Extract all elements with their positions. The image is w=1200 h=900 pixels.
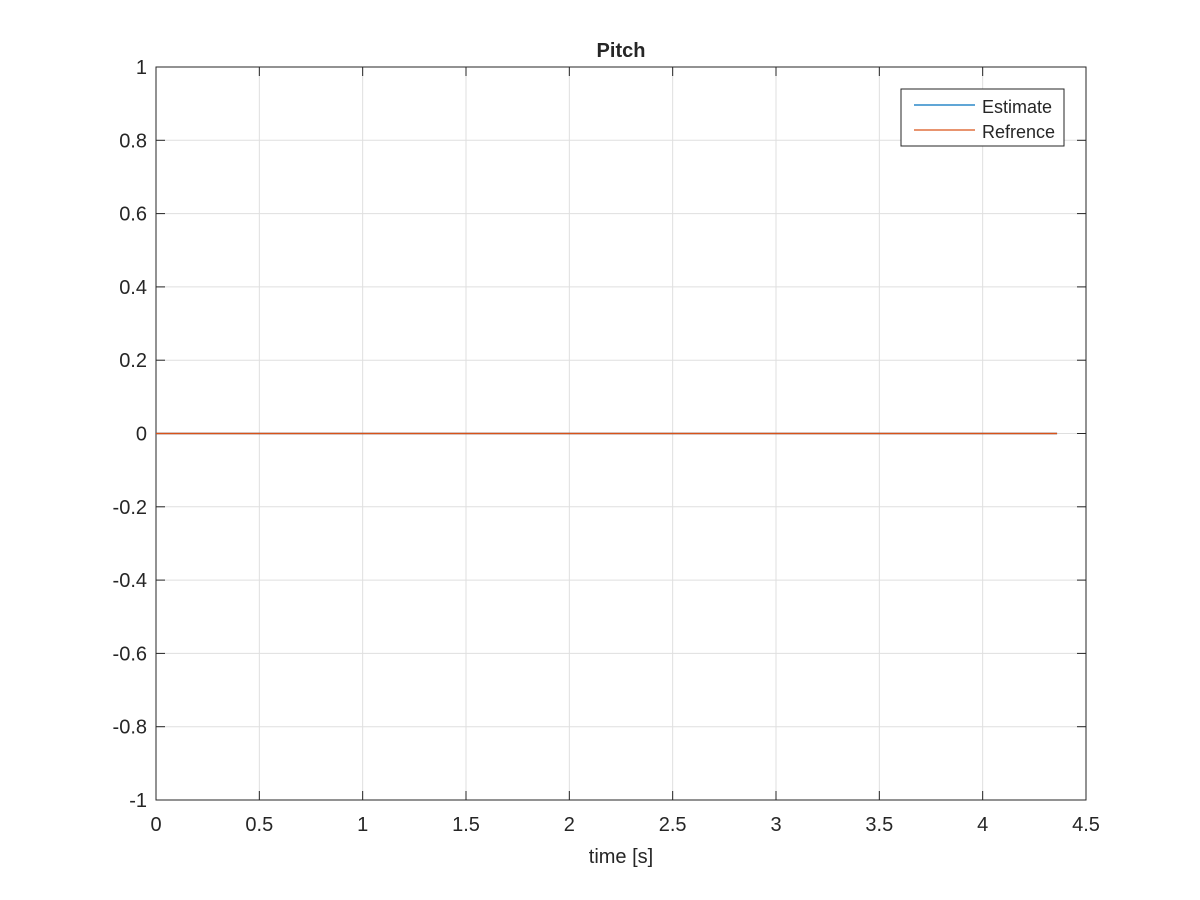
y-tick-label: -0.8 [113, 717, 147, 739]
x-axis-label: time [s] [589, 846, 653, 868]
y-tick-label: 0.6 [119, 204, 147, 226]
x-tick-label: 4.5 [1072, 814, 1100, 836]
x-tick-label: 0.5 [245, 814, 273, 836]
x-tick-label: 2.5 [659, 814, 687, 836]
y-tick-label: 1 [136, 57, 147, 79]
legend-label-estimate: Estimate [982, 97, 1052, 117]
y-tick-label: 0 [136, 424, 147, 446]
x-tick-label: 0 [150, 814, 161, 836]
x-tick-label: 1 [357, 814, 368, 836]
y-tick-label: -0.2 [113, 497, 147, 519]
x-tick-label: 4 [977, 814, 988, 836]
y-tick-label: -0.6 [113, 643, 147, 665]
x-tick-label: 1.5 [452, 814, 480, 836]
x-tick-label: 3 [770, 814, 781, 836]
axis-ticks: 0 0.5 1 1.5 2 2.5 3 3.5 4 4.5 -1 -0.8 -0.6 -0.4 -0.2 0 0… [113, 57, 1100, 836]
x-tick-label: 3.5 [865, 814, 893, 836]
chart-title: Pitch [597, 40, 646, 62]
legend-box [900, 88, 1065, 147]
y-tick-label: 0.2 [119, 350, 147, 372]
x-tick-label: 2 [564, 814, 575, 836]
y-tick-label: -1 [129, 790, 147, 812]
y-tick-label: -0.4 [113, 570, 147, 592]
legend: Estimate Refrence [900, 88, 1065, 147]
legend-label-refrence: Refrence [982, 122, 1055, 142]
y-tick-label: 0.8 [119, 130, 147, 152]
y-tick-label: 0.4 [119, 277, 147, 299]
